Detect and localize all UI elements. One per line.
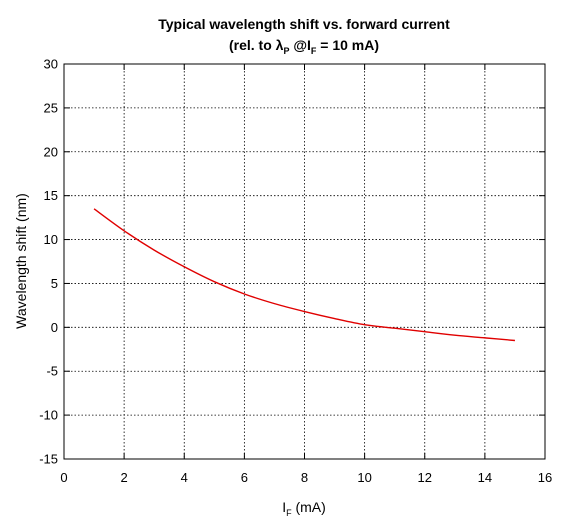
x-axis-label: IF (mA) (282, 499, 326, 518)
chart-title: Typical wavelength shift vs. forward cur… (158, 16, 450, 32)
y-tick-label: 10 (44, 232, 58, 247)
y-tick-label: -10 (39, 408, 58, 423)
grid (64, 64, 545, 459)
y-tick-label: 20 (44, 144, 58, 159)
x-tick-label: 8 (301, 470, 308, 485)
x-tick-label: 16 (538, 470, 552, 485)
x-tick-label: 10 (357, 470, 371, 485)
y-tick-label: -5 (46, 364, 58, 379)
series-line (93, 208, 516, 342)
y-tick-label: 30 (44, 57, 58, 72)
y-tick-label: 0 (51, 320, 58, 335)
y-tick-label: 25 (44, 100, 58, 115)
x-tick-label: 14 (478, 470, 492, 485)
x-tick-label: 6 (241, 470, 248, 485)
plot-frame (63, 63, 546, 460)
y-tick-label: 15 (44, 188, 58, 203)
chart-subtitle: (rel. to λP @IF = 10 mA) (229, 37, 379, 56)
x-tick-label: 12 (418, 470, 432, 485)
y-tick-label: 5 (51, 276, 58, 291)
tick-labels: 0 2 4 6 8 10 12 14 16 30 25 20 15 10 5 0 -5 -10 -15 (39, 57, 552, 486)
y-axis-label: Wavelength shift (nm) (13, 193, 29, 329)
x-tick-label: 2 (121, 470, 128, 485)
series-layer (93, 208, 516, 342)
x-tick-label: 4 (181, 470, 188, 485)
y-tick-label: -15 (39, 452, 58, 467)
x-tick-label: 0 (60, 470, 67, 485)
